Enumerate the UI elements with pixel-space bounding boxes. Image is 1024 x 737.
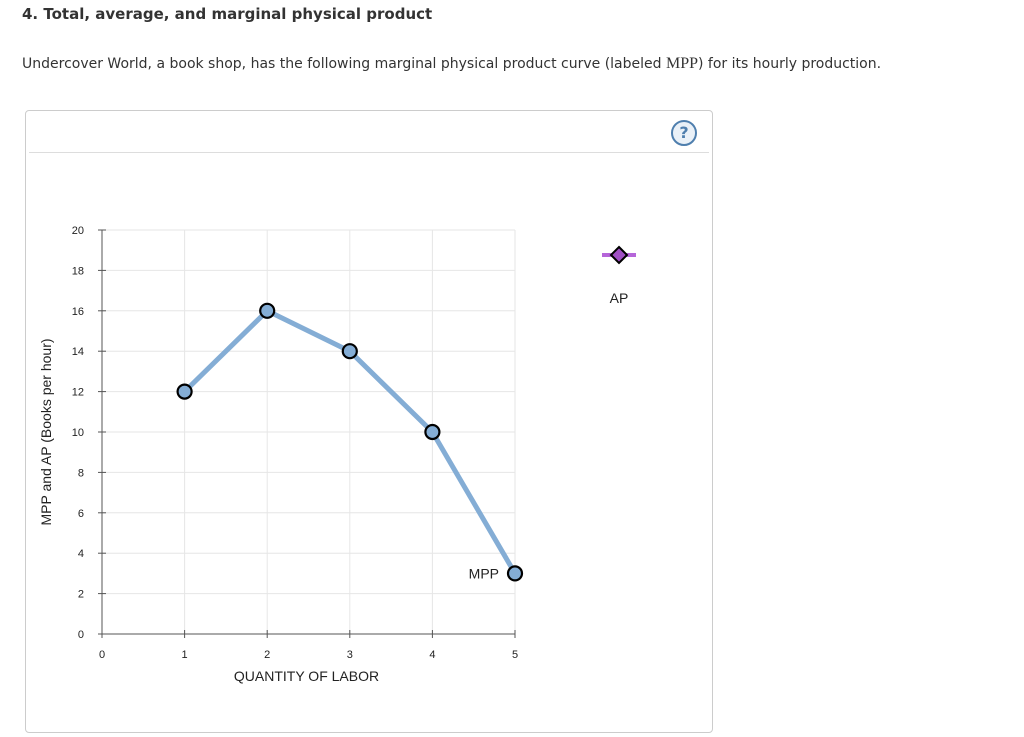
question-heading: 4. Total, average, and marginal physical… — [22, 5, 433, 23]
intro-text-after: ) for its hourly production. — [698, 56, 882, 72]
ap-drawing-tool[interactable]: AP — [602, 245, 636, 306]
help-button[interactable]: ? — [671, 120, 697, 146]
y-tick-label-10: 10 — [72, 427, 84, 439]
x-tick-label-4: 4 — [429, 649, 435, 661]
y-tick-label-2: 2 — [78, 589, 84, 601]
mpp-point-4 — [424, 423, 441, 441]
y-tick-label-20: 20 — [72, 225, 84, 237]
y-tick-label-6: 6 — [78, 508, 84, 520]
y-tick-label-0: 0 — [78, 629, 84, 641]
mpp-point-2 — [259, 302, 276, 319]
ap-legend-label: AP — [610, 290, 629, 306]
x-tick-label-0: 0 — [99, 649, 105, 661]
y-tick-label-18: 18 — [72, 265, 84, 277]
mpp-point-3 — [341, 343, 358, 360]
y-tick-label-16: 16 — [72, 306, 84, 318]
question-intro: Undercover World, a book shop, has the f… — [22, 55, 881, 73]
x-tick-label-2: 2 — [264, 649, 270, 661]
panel-divider — [29, 152, 709, 153]
intro-math-mpp: MPP — [665, 55, 699, 72]
mpp-curve-label: MPP — [469, 565, 499, 581]
y-tick-label-14: 14 — [72, 346, 84, 358]
y-tick-label-8: 8 — [78, 467, 84, 479]
y-tick-label-4: 4 — [78, 548, 84, 560]
y-tick-label-12: 12 — [72, 387, 84, 399]
x-tick-label-5: 5 — [512, 649, 518, 661]
x-axis-label: QUANTITY OF LABOR — [234, 668, 379, 684]
x-tick-label-3: 3 — [347, 649, 353, 661]
y-axis-label: MPP and AP (Books per hour) — [38, 338, 54, 525]
intro-text-before: Undercover World, a book shop, has the f… — [22, 56, 666, 72]
graph-panel[interactable]: ? 0 2 4 6 8 10 12 14 16 18 20 0 1 2 3 4 5 QUANTITY OF LAB… — [25, 110, 713, 733]
x-tick-label-1: 1 — [182, 649, 188, 661]
mpp-point-5 — [506, 565, 524, 582]
mpp-point-1 — [176, 383, 193, 400]
ap-legend-diamond-icon — [609, 245, 629, 265]
